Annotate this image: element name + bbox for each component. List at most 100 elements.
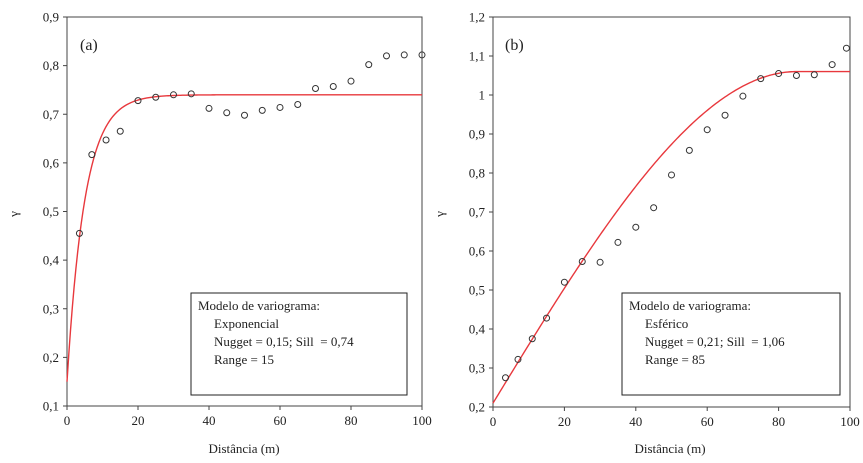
data-point-a (329, 83, 337, 91)
y-tick-label-b: 0,4 (469, 322, 486, 337)
panel-label-a: (a) (80, 37, 98, 54)
y-tick-label-a: 0,1 (43, 399, 59, 414)
data-point-b (757, 75, 765, 83)
legend-box-a: Modelo de variograma: Exponencial Nugget… (190, 292, 408, 396)
x-ticks-b: 0 20 40 60 80 100 (490, 407, 860, 429)
y-tick-label-b: 0,3 (469, 361, 485, 376)
chart-panel-b: (b) Distância (m) γ 0 20 40 60 80 100 0,20,30… (432, 10, 860, 457)
legend-model-a: Exponencial (214, 316, 279, 331)
data-point-b (842, 44, 850, 52)
model-curve-path-a (66, 94, 422, 382)
data-point-a (312, 84, 319, 92)
y-tick-label-a: 0,6 (43, 155, 60, 170)
data-point-b (668, 171, 675, 179)
model-curve-a (66, 94, 422, 382)
y-tick-label-a: 0,8 (43, 58, 59, 73)
data-point-a (152, 93, 160, 101)
x-tick-label-b: 80 (772, 414, 785, 429)
y-tick-label-b: 0,2 (469, 400, 485, 415)
x-tick-label-a: 100 (412, 413, 432, 428)
y-tick-label-b: 0,7 (469, 205, 486, 220)
data-point-b (501, 374, 509, 382)
data-point-a (134, 97, 142, 105)
data-point-b (632, 223, 640, 231)
y-ticks-a: 0,1 0,2 0,3 0,4 0,5 0,6 0,7 0,8 0,9 (43, 10, 67, 414)
legend-params-b: Nugget = 0,21; Sill = 1,06 (645, 334, 785, 349)
x-tick-label-a: 80 (345, 413, 358, 428)
data-point-b (578, 258, 586, 266)
data-points-a (75, 51, 426, 237)
x-axis-title-a: Distância (m) (208, 441, 279, 456)
y-tick-label-a: 0,7 (43, 107, 60, 122)
data-point-a (276, 103, 284, 111)
data-point-b (596, 258, 604, 266)
data-point-a (383, 52, 390, 60)
y-axis-title-a: γ (6, 211, 21, 218)
data-point-b (792, 72, 800, 79)
data-point-a (102, 136, 110, 144)
data-point-b (614, 238, 622, 246)
data-point-a (187, 90, 195, 98)
y-tick-label-b: 0,5 (469, 283, 485, 298)
y-tick-label-a: 0,2 (43, 350, 59, 365)
data-point-b (528, 335, 536, 343)
x-tick-label-b: 20 (558, 414, 571, 429)
x-tick-label-a: 20 (132, 413, 145, 428)
x-tick-label-b: 0 (490, 414, 497, 429)
data-point-a (294, 101, 302, 109)
y-tick-label-a: 0,9 (43, 10, 59, 25)
y-tick-label-a: 0,3 (43, 301, 59, 316)
legend-range-b: Range = 85 (645, 352, 705, 367)
data-point-b (775, 70, 783, 78)
y-tick-label-b: 0,9 (469, 127, 485, 142)
data-point-b (721, 111, 729, 119)
data-point-a (418, 51, 426, 59)
data-point-a (258, 106, 266, 114)
data-point-b (703, 126, 711, 134)
x-tick-label-b: 60 (701, 414, 714, 429)
legend-title-a: Modelo de variograma: (198, 298, 320, 313)
data-point-a (223, 109, 231, 117)
model-curve-path-b (492, 70, 850, 404)
chart-panel-a: (a) Distância (m) γ 0 20 40 60 80 100 0,10,20… (6, 10, 432, 457)
y-axis-title-b: γ (432, 211, 447, 218)
data-point-a (88, 151, 96, 159)
x-tick-label-b: 40 (629, 414, 642, 429)
data-point-a (205, 104, 213, 112)
data-point-b (828, 61, 836, 69)
y-ticks-b: 0,2 0,3 0,4 0,5 0,6 0,7 0,8 0,9 1 1,1 1,2 (469, 10, 493, 415)
data-point-a (365, 61, 373, 69)
data-point-b (560, 278, 568, 286)
data-point-b (514, 355, 522, 363)
legend-model-b: Esférico (645, 316, 688, 331)
y-tick-label-a: 0,4 (43, 253, 60, 268)
panel-label-b: (b) (505, 37, 524, 54)
data-point-a (400, 51, 408, 59)
y-tick-label-b: 1,2 (469, 10, 485, 25)
legend-box-b: Modelo de variograma: Esférico Nugget = … (621, 292, 841, 396)
data-point-b (685, 146, 693, 154)
data-point-b (739, 92, 747, 100)
x-ticks-a: 0 20 40 60 80 100 (64, 406, 432, 428)
data-point-b (650, 204, 658, 212)
data-point-a (347, 77, 355, 85)
y-tick-label-a: 0,5 (43, 204, 59, 219)
y-tick-label-b: 1 (479, 88, 486, 103)
data-point-b (810, 71, 818, 79)
legend-title-b: Modelo de variograma: (629, 298, 751, 313)
x-axis-title-b: Distância (m) (634, 441, 705, 456)
data-point-a (116, 127, 124, 135)
data-point-b (543, 314, 551, 322)
data-point-a (241, 111, 248, 119)
model-curve-b (492, 70, 850, 404)
legend-range-a: Range = 15 (214, 352, 274, 367)
legend-params-a: Nugget = 0,15; Sill = 0,74 (214, 334, 354, 349)
y-tick-label-b: 0,8 (469, 166, 485, 181)
data-points-b (501, 44, 850, 382)
y-tick-label-b: 1,1 (469, 49, 485, 64)
data-point-a (75, 229, 83, 237)
x-tick-label-a: 60 (274, 413, 287, 428)
data-point-a (170, 91, 177, 99)
y-tick-label-b: 0,6 (469, 244, 486, 259)
